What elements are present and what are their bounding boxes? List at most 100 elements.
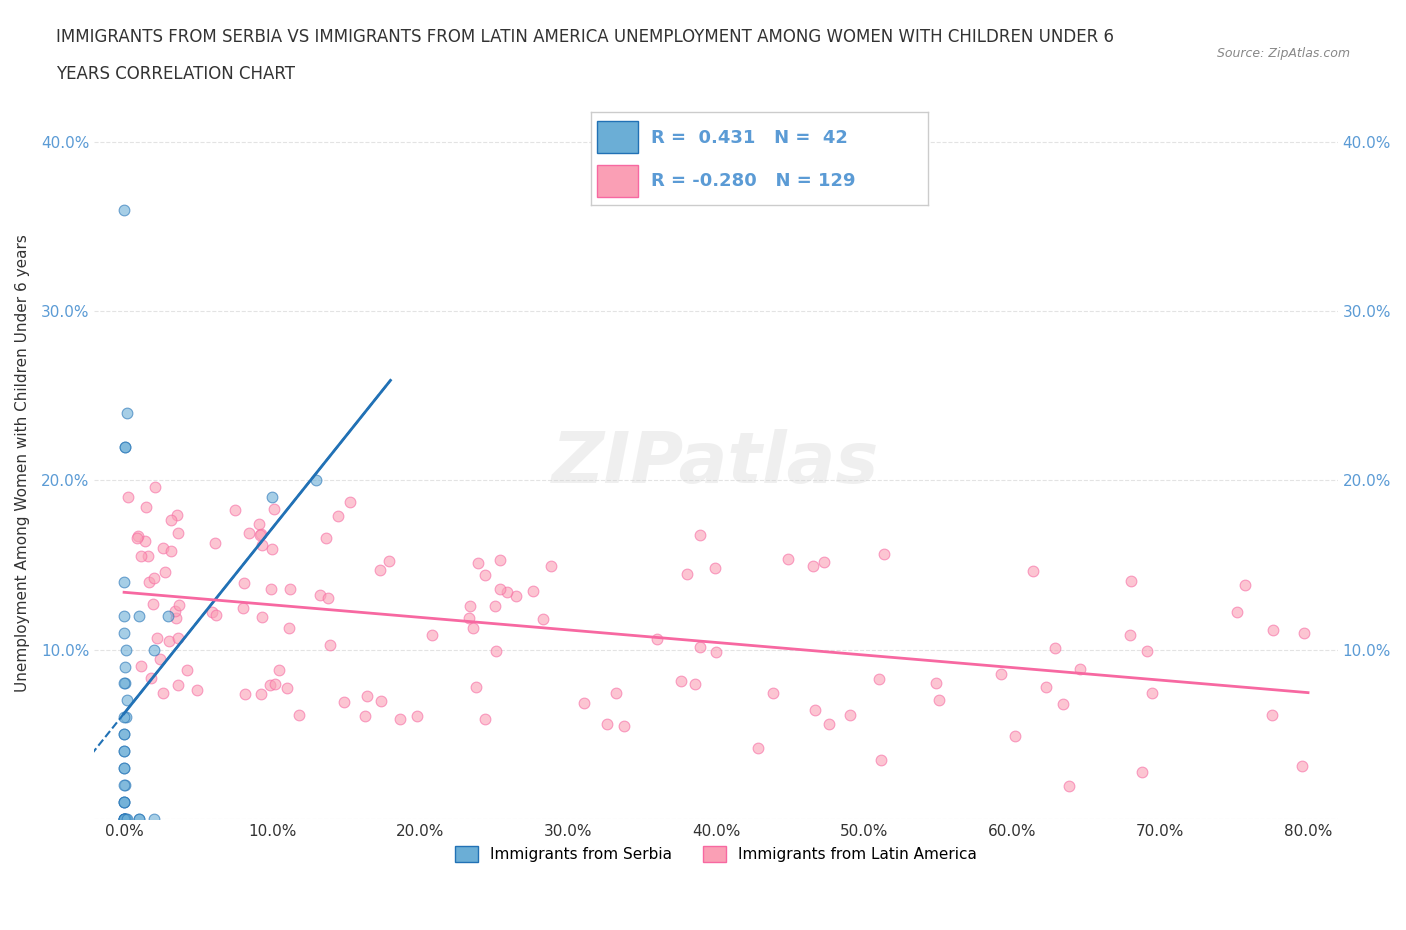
Point: [128, 608, 150, 623]
Point: [145, 479, 167, 494]
Point: [112, 202, 135, 217]
Point: [115, 693, 138, 708]
Point: [704, 645, 727, 660]
Point: [112, 761, 135, 776]
Point: [474, 711, 496, 726]
Point: [319, 638, 342, 653]
Point: [112, 811, 135, 826]
Point: [157, 608, 180, 623]
Point: [1261, 622, 1284, 637]
Point: [645, 631, 668, 646]
Point: [1261, 708, 1284, 723]
Point: [201, 604, 224, 619]
Text: YEARS CORRELATION CHART: YEARS CORRELATION CHART: [56, 65, 295, 83]
Point: [115, 405, 138, 420]
Point: [112, 777, 135, 792]
Text: ZIPatlas: ZIPatlas: [553, 429, 880, 498]
Point: [1136, 644, 1159, 658]
Point: [1057, 778, 1080, 793]
Point: [142, 811, 165, 826]
Point: [762, 685, 785, 700]
Point: [277, 620, 299, 635]
Point: [152, 685, 174, 700]
Point: [142, 570, 165, 585]
Point: [166, 631, 188, 645]
Point: [288, 708, 311, 723]
Point: [689, 640, 711, 655]
Point: [704, 561, 727, 576]
Point: [112, 811, 135, 826]
Point: [505, 589, 527, 604]
Point: [990, 667, 1012, 682]
Point: [669, 673, 692, 688]
Point: [333, 695, 356, 710]
Point: [127, 528, 149, 543]
Point: [125, 531, 148, 546]
Point: [488, 553, 510, 568]
Point: [316, 591, 339, 605]
Point: [463, 621, 485, 636]
Point: [157, 634, 180, 649]
Point: [112, 811, 135, 826]
Point: [262, 490, 284, 505]
Text: Source: ZipAtlas.com: Source: ZipAtlas.com: [1216, 46, 1350, 60]
Point: [596, 716, 619, 731]
Point: [114, 676, 136, 691]
Text: R = -0.280   N = 129: R = -0.280 N = 129: [651, 172, 856, 191]
Point: [145, 631, 167, 645]
Point: [224, 503, 246, 518]
Point: [818, 716, 841, 731]
Point: [315, 531, 337, 546]
Point: [1233, 578, 1256, 593]
Point: [873, 547, 896, 562]
Point: [249, 527, 271, 542]
Point: [112, 744, 135, 759]
Point: [276, 681, 298, 696]
Point: [114, 811, 136, 826]
Point: [1119, 573, 1142, 588]
Point: [803, 703, 825, 718]
Point: [250, 526, 273, 541]
Bar: [598, 121, 638, 153]
Point: [1004, 728, 1026, 743]
Point: [263, 501, 285, 516]
Point: [115, 710, 138, 724]
Point: [339, 495, 361, 510]
Point: [370, 694, 392, 709]
Point: [870, 752, 893, 767]
Point: [114, 811, 136, 826]
Point: [115, 642, 138, 657]
Point: [238, 525, 260, 540]
Point: [458, 610, 481, 625]
Point: [1291, 759, 1313, 774]
Point: [689, 528, 711, 543]
Point: [465, 680, 488, 695]
Point: [540, 559, 562, 574]
Point: [309, 587, 332, 602]
Point: [112, 811, 135, 826]
Point: [167, 597, 190, 612]
Point: [115, 811, 138, 826]
Point: [112, 761, 135, 776]
Point: [495, 584, 517, 599]
Point: [166, 507, 188, 522]
Point: [114, 811, 136, 826]
Point: [112, 794, 135, 809]
Y-axis label: Unemployment Among Women with Children Under 6 years: Unemployment Among Women with Children U…: [15, 234, 30, 692]
Point: [233, 576, 256, 591]
Point: [112, 794, 135, 809]
Point: [159, 544, 181, 559]
Point: [485, 644, 508, 658]
Point: [353, 709, 375, 724]
Point: [112, 608, 135, 623]
Point: [112, 744, 135, 759]
Point: [252, 609, 274, 624]
Point: [356, 688, 378, 703]
Point: [176, 662, 198, 677]
Point: [676, 566, 699, 581]
Point: [112, 726, 135, 741]
Point: [683, 676, 706, 691]
Point: [489, 582, 512, 597]
Point: [925, 675, 948, 690]
Point: [112, 726, 135, 741]
